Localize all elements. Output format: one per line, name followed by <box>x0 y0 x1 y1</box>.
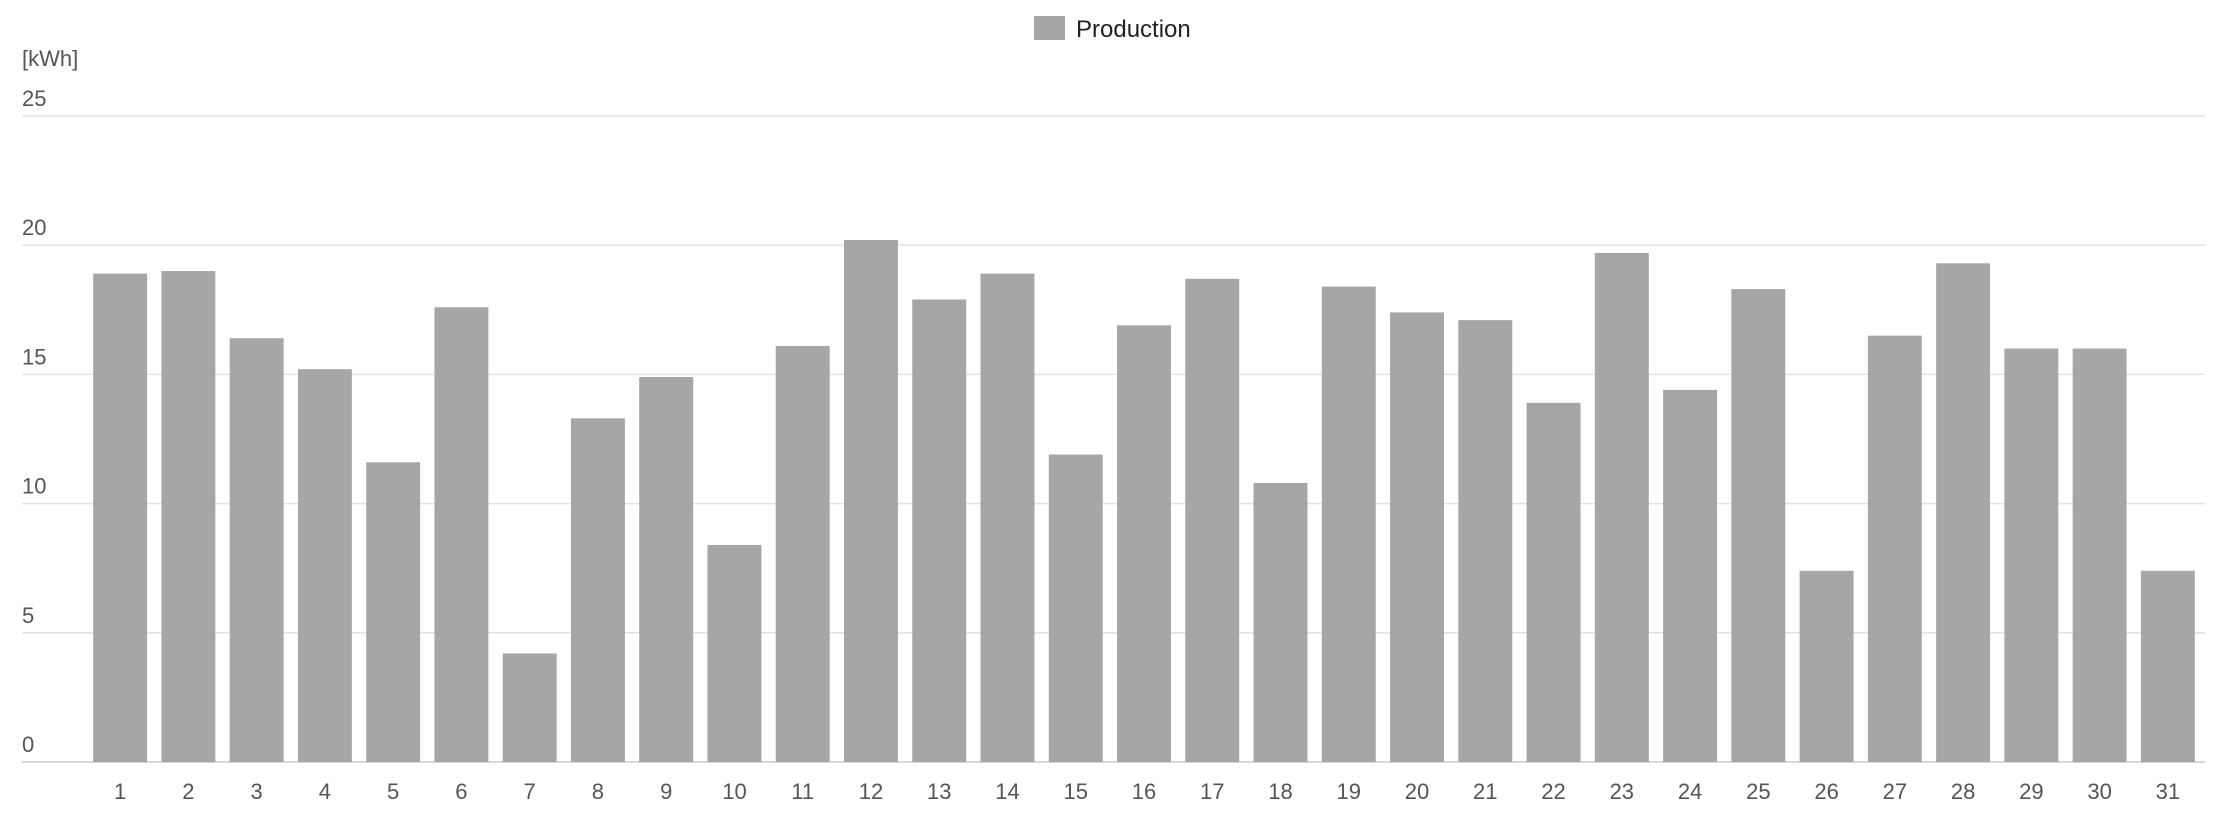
bar[interactable] <box>775 345 830 762</box>
x-tick-label: 2 <box>182 779 194 804</box>
bar[interactable] <box>161 271 216 762</box>
x-tick-label: 29 <box>2019 779 2043 804</box>
x-tick-label: 10 <box>722 779 746 804</box>
bar[interactable] <box>1663 389 1718 762</box>
bar[interactable] <box>1117 325 1171 762</box>
x-tick-label: 22 <box>1541 779 1565 804</box>
x-tick-label: 28 <box>1951 779 1975 804</box>
x-tick-label: 11 <box>791 779 814 804</box>
x-tick-label: 24 <box>1678 779 1702 804</box>
bar[interactable] <box>1526 402 1581 762</box>
x-tick-label: 7 <box>524 779 536 804</box>
y-tick-label: 20 <box>22 215 46 240</box>
bar[interactable] <box>1321 286 1376 762</box>
y-tick-label: 25 <box>22 86 46 111</box>
bar[interactable] <box>366 462 421 762</box>
bar[interactable] <box>1594 252 1649 762</box>
bar[interactable] <box>1048 454 1103 762</box>
bar[interactable] <box>229 338 284 762</box>
bar[interactable] <box>1390 312 1444 762</box>
y-tick-label: 15 <box>22 344 46 369</box>
bar[interactable] <box>1867 335 1922 762</box>
x-tick-label: 8 <box>592 779 604 804</box>
bar[interactable] <box>1936 263 1991 762</box>
x-tick-label: 13 <box>927 779 951 804</box>
bar[interactable] <box>1799 570 1854 762</box>
x-tick-label: 27 <box>1883 779 1907 804</box>
bar[interactable] <box>93 273 148 762</box>
y-tick-label: 5 <box>22 603 34 628</box>
x-axis-ticks: 1 2 3 4 5 6 7 8 9 10 11 12 13 14 15 16 17 18 19 20 21 22 23 24 2… <box>114 779 2180 804</box>
bar[interactable] <box>2140 570 2195 762</box>
x-tick-label: 17 <box>1200 779 1224 804</box>
x-tick-label: 3 <box>251 779 263 804</box>
y-tick-label: 0 <box>22 732 34 757</box>
bar[interactable] <box>570 418 625 762</box>
bar[interactable] <box>707 544 762 762</box>
bar[interactable] <box>502 653 557 762</box>
bar[interactable] <box>980 273 1035 762</box>
x-tick-label: 21 <box>1473 779 1497 804</box>
bar[interactable] <box>912 299 967 762</box>
x-tick-label: 1 <box>114 779 126 804</box>
x-tick-label: 5 <box>387 779 399 804</box>
x-tick-label: 4 <box>319 779 331 804</box>
y-axis-ticks: 0 5 10 15 20 25 <box>22 86 46 757</box>
x-tick-label: 16 <box>1132 779 1156 804</box>
bar[interactable] <box>1458 320 1513 762</box>
x-tick-label: 19 <box>1337 779 1361 804</box>
x-tick-label: 30 <box>2087 779 2111 804</box>
x-tick-label: 18 <box>1268 779 1292 804</box>
bar[interactable] <box>1185 278 1240 762</box>
bar[interactable] <box>1731 289 1786 762</box>
legend[interactable]: Production <box>1034 16 1191 43</box>
x-tick-label: 12 <box>859 779 883 804</box>
x-tick-label: 25 <box>1746 779 1770 804</box>
bars <box>93 240 2195 763</box>
x-tick-label: 6 <box>455 779 467 804</box>
bar[interactable] <box>297 369 352 762</box>
x-tick-label: 14 <box>995 779 1019 804</box>
x-tick-label: 9 <box>660 779 672 804</box>
y-tick-label: 10 <box>22 474 46 499</box>
bar[interactable] <box>844 240 898 763</box>
x-tick-label: 23 <box>1610 779 1634 804</box>
x-tick-label: 26 <box>1814 779 1838 804</box>
bar[interactable] <box>434 307 489 762</box>
x-tick-label: 31 <box>2156 779 2180 804</box>
y-axis-unit-label: [kWh] <box>22 46 78 71</box>
x-tick-label: 20 <box>1405 779 1429 804</box>
bar[interactable] <box>2072 348 2127 762</box>
bar[interactable] <box>639 376 694 762</box>
legend-label: Production <box>1076 16 1191 43</box>
x-tick-label: 15 <box>1063 779 1087 804</box>
legend-swatch <box>1034 16 1065 40</box>
bar[interactable] <box>2004 348 2059 762</box>
bar[interactable] <box>1253 482 1308 762</box>
